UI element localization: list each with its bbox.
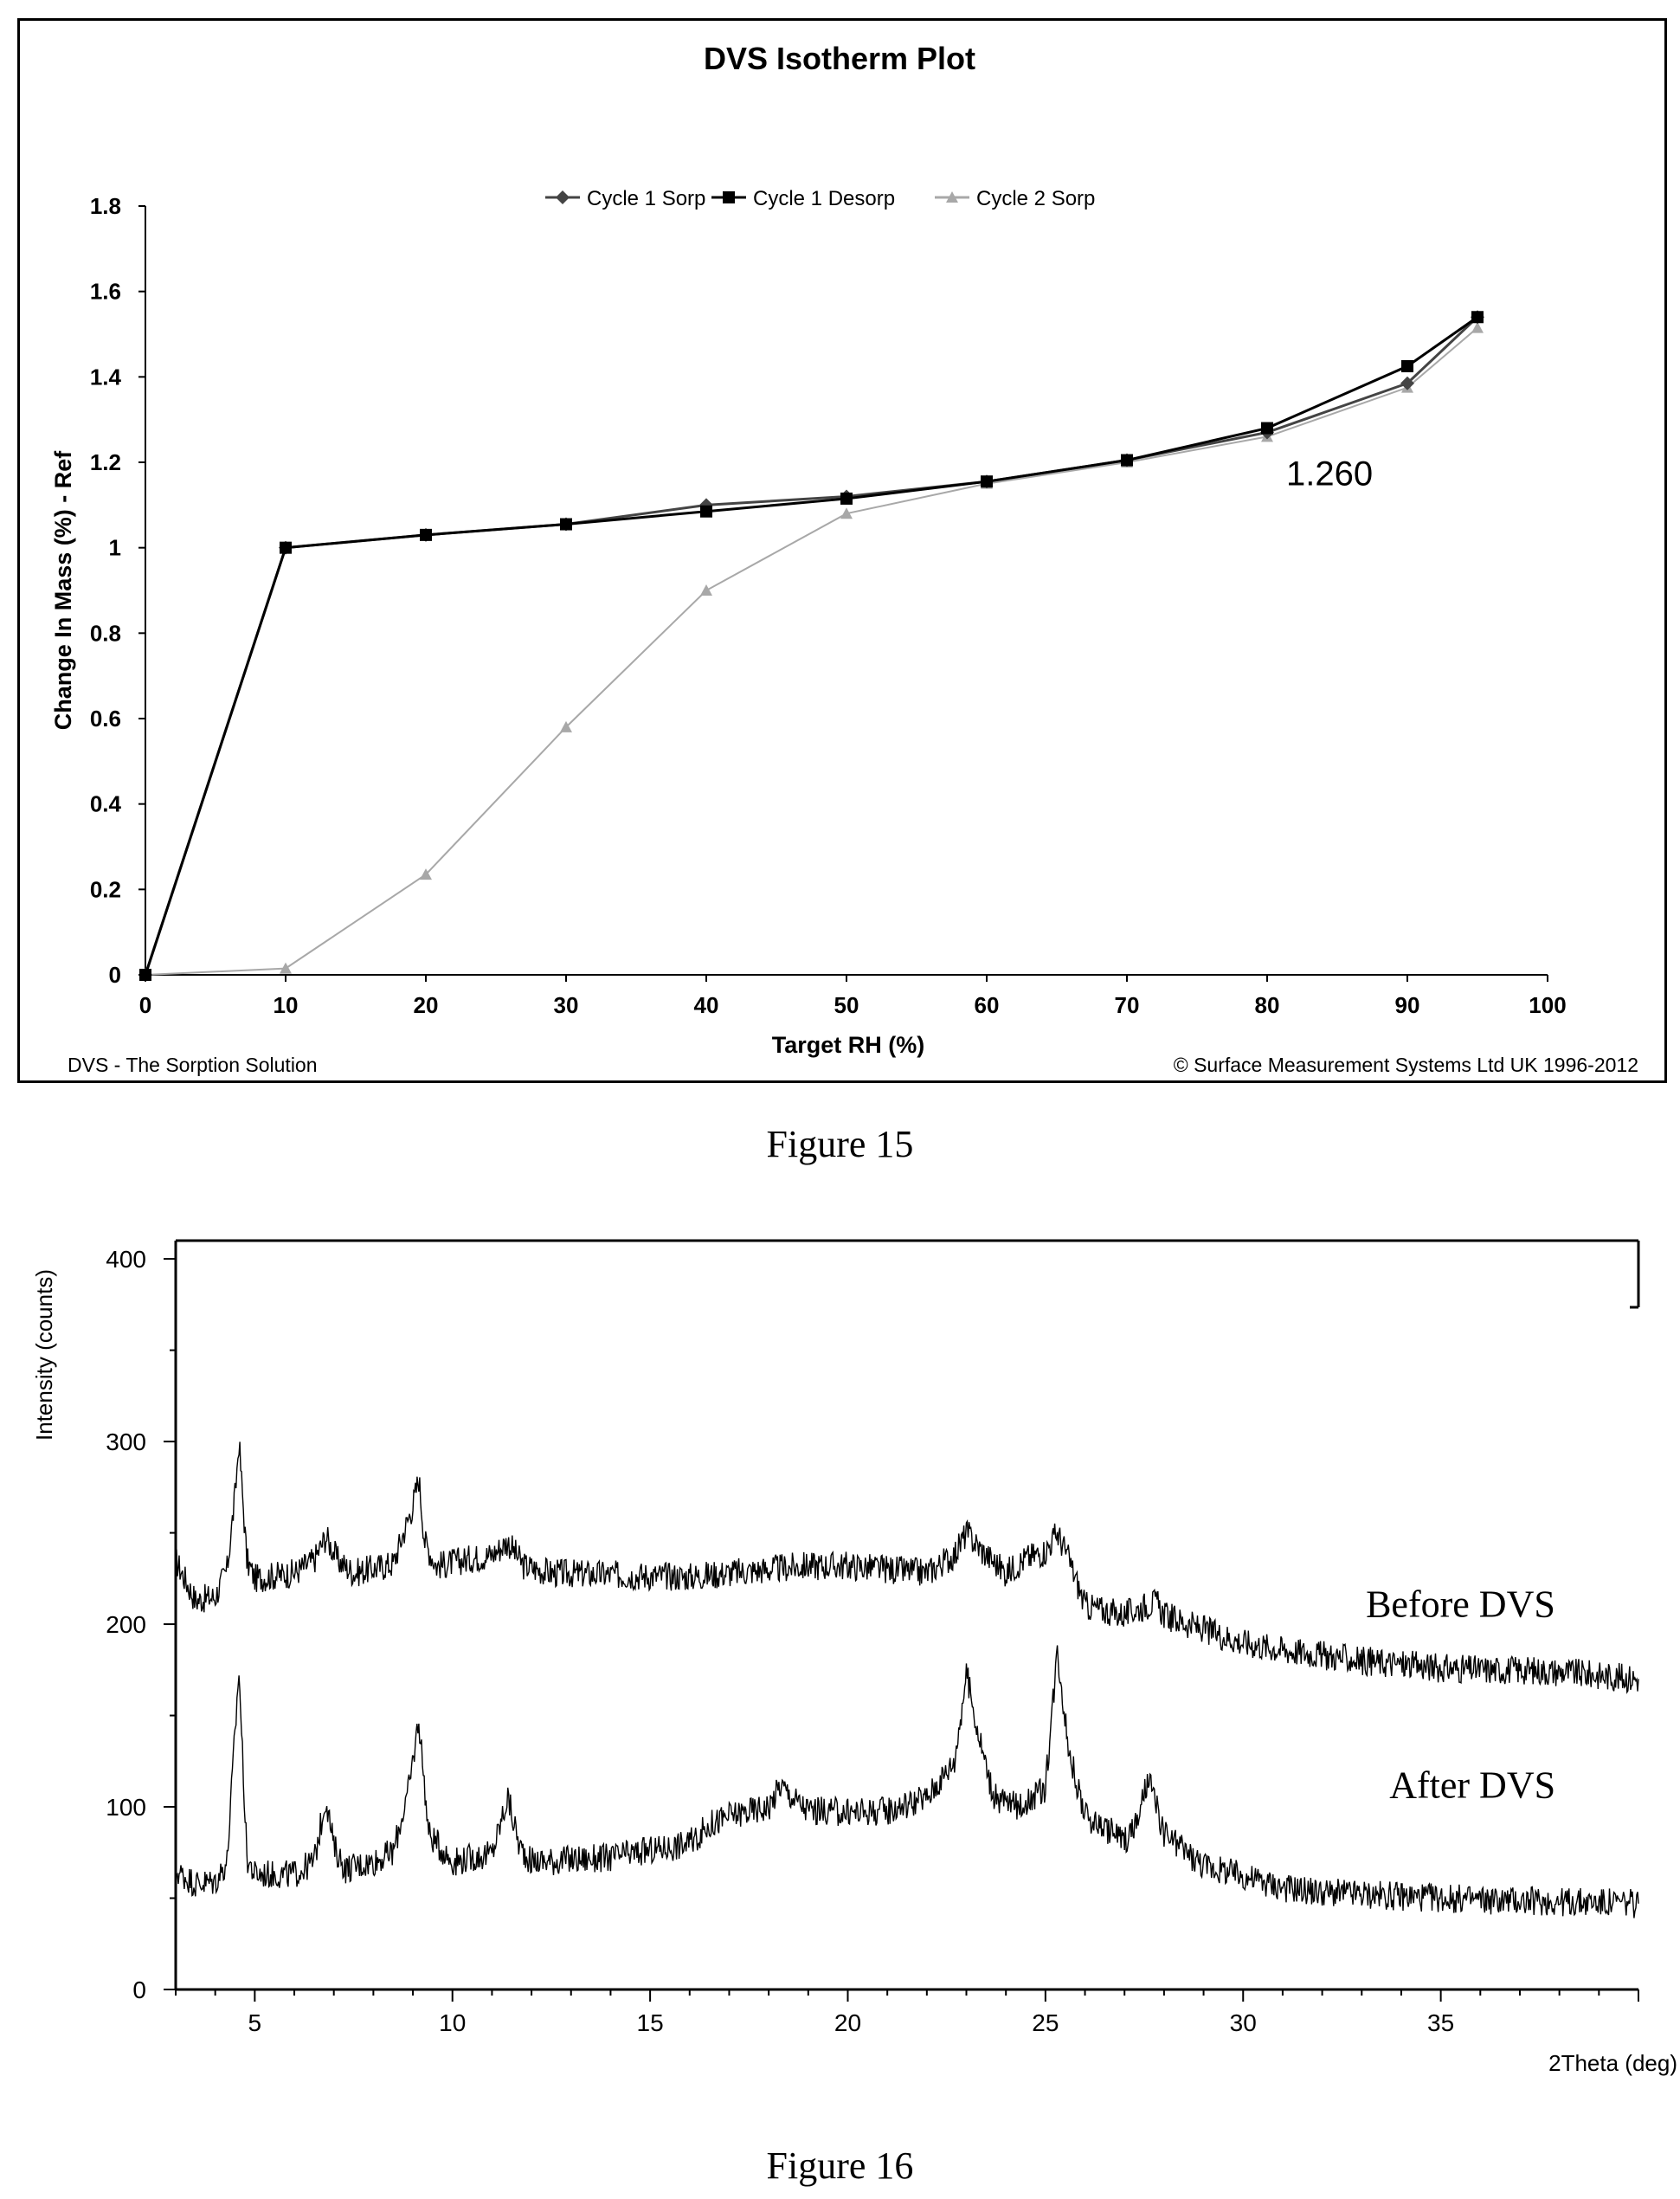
diffractogram-line — [175, 1441, 1639, 1694]
y-axis-label: Change In Mass (%) - Ref — [50, 450, 76, 731]
footer-right: © Surface Measurement Systems Ltd UK 199… — [1174, 1054, 1638, 1076]
data-point — [139, 969, 151, 981]
legend: Cycle 1 Sorp Cycle 1 Desorp Cycle 2 Sorp — [545, 187, 1095, 210]
legend-marker — [946, 191, 958, 203]
x-tick-label: 60 — [975, 992, 1000, 1018]
data-point — [840, 492, 853, 505]
data-point — [560, 518, 572, 531]
y-tick-label: 0.6 — [90, 706, 121, 732]
series-before-dvs — [175, 1441, 1639, 1694]
data-point — [420, 868, 432, 880]
x-tick-label: 30 — [554, 992, 579, 1018]
legend-marker — [556, 190, 570, 204]
y-tick-label: 300 — [106, 1428, 146, 1455]
legend-label: Cycle 1 Sorp — [587, 187, 705, 210]
x-axis-label: 2Theta (deg) — [1548, 2050, 1677, 2076]
legend-label: Cycle 1 Desorp — [753, 187, 895, 210]
x-tick-label: 10 — [274, 992, 299, 1018]
x-tick-label: 90 — [1395, 992, 1420, 1018]
series-annotation: Before DVS — [1366, 1583, 1555, 1626]
annotation-value: 1.260 — [1286, 455, 1373, 493]
y-tick-label: 1 — [109, 535, 121, 561]
dvs-isotherm-chart: DVS Isotherm Plot 0 0.2 0.4 0.6 0.8 1 1.2 1.4 1.6… — [50, 41, 1638, 1076]
legend-marker — [723, 191, 735, 203]
x-tick-label: 30 — [1230, 2009, 1257, 2036]
data-point — [1401, 360, 1413, 372]
y-tick-label: 1.6 — [90, 279, 121, 305]
data-point — [700, 584, 712, 596]
y-tick-label: 1.8 — [90, 193, 121, 219]
x-tick-label: 20 — [414, 992, 439, 1018]
y-tick-label: 1.4 — [90, 364, 122, 390]
x-tick-label: 70 — [1115, 992, 1140, 1018]
x-tick-label: 100 — [1529, 992, 1566, 1018]
data-point — [1400, 376, 1414, 390]
y-tick-label: 0 — [109, 962, 121, 988]
x-tick-label: 35 — [1427, 2009, 1454, 2036]
data-point — [420, 528, 432, 541]
chart-title: DVS Isotherm Plot — [704, 41, 975, 76]
x-tick-label: 0 — [139, 992, 151, 1018]
x-tick-label: 5 — [248, 2009, 262, 2036]
data-point — [1471, 311, 1484, 324]
footer-left: DVS - The Sorption Solution — [68, 1054, 318, 1076]
figure-16-caption: Figure 16 — [766, 2144, 914, 2187]
y-tick-label: 100 — [106, 1794, 146, 1821]
x-tick-label: 15 — [637, 2009, 664, 2036]
x-tick-label: 50 — [834, 992, 859, 1018]
data-point — [280, 541, 292, 554]
y-tick-label: 0.4 — [90, 791, 122, 817]
x-tick-label: 20 — [834, 2009, 861, 2036]
xrpd-chart: 0 100 200 300 400 5 10 15 20 25 30 35 2Theta (deg) In… — [31, 1239, 1677, 2076]
y-tick-label: 0.2 — [90, 876, 121, 902]
x-tick-label: 80 — [1255, 992, 1280, 1018]
legend-label: Cycle 2 Sorp — [976, 187, 1095, 210]
data-point — [1471, 321, 1484, 333]
data-point — [560, 720, 572, 732]
series-cycle-1-desorp — [139, 311, 1484, 981]
data-point — [840, 507, 853, 519]
dvs-isotherm-frame — [17, 18, 1667, 1083]
y-axis-label: Intensity (counts) — [31, 1269, 57, 1441]
x-tick-label: 40 — [694, 992, 719, 1018]
data-point — [280, 962, 292, 974]
data-point — [700, 505, 712, 518]
figure-15-caption: Figure 15 — [766, 1123, 914, 1165]
x-tick-label: 10 — [439, 2009, 466, 2036]
y-tick-label: 0 — [132, 1977, 146, 2003]
data-point — [981, 475, 993, 488]
data-point — [1121, 454, 1133, 467]
series-annotation: After DVS — [1389, 1764, 1555, 1806]
diffractogram-line — [175, 1645, 1639, 1918]
y-tick-label: 1.2 — [90, 449, 121, 475]
series-after-dvs — [175, 1645, 1639, 1918]
data-point — [1261, 422, 1273, 435]
y-tick-label: 0.8 — [90, 620, 121, 646]
y-tick-label: 200 — [106, 1611, 146, 1638]
x-axis-label: Target RH (%) — [772, 1032, 925, 1058]
x-tick-label: 25 — [1032, 2009, 1059, 2036]
y-tick-label: 400 — [106, 1246, 146, 1273]
